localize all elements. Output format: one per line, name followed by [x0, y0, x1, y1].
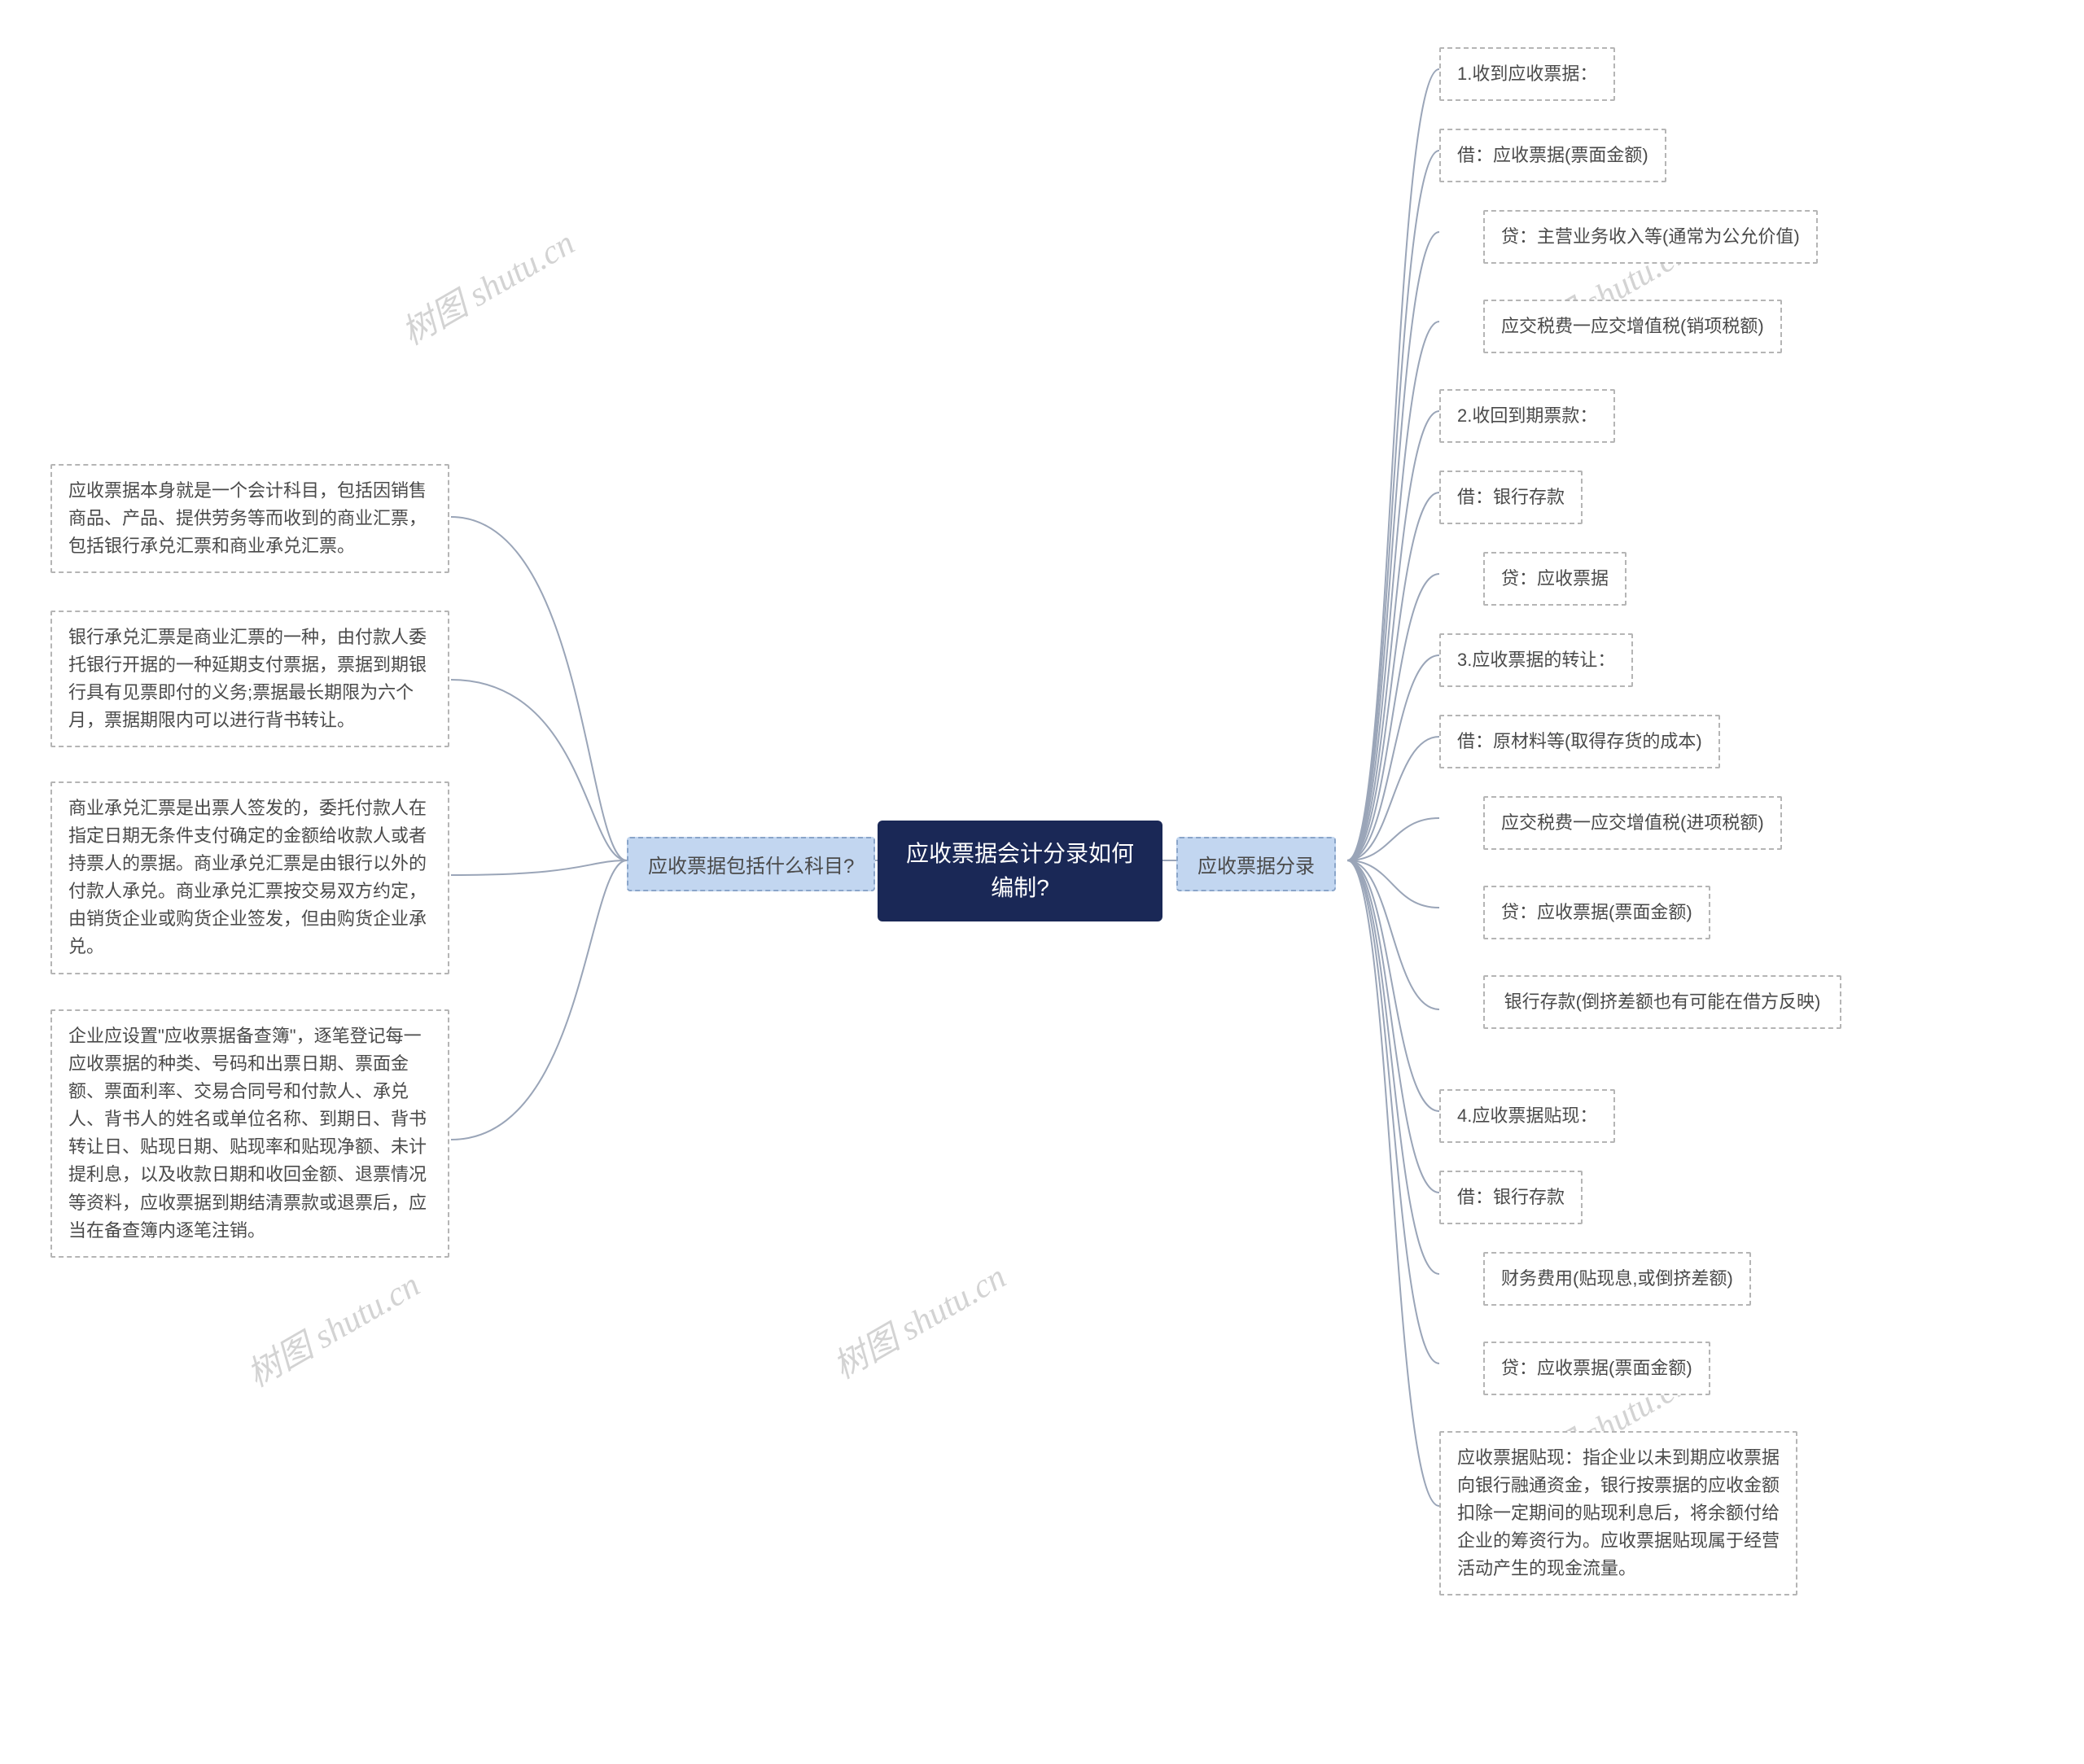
right-leaf[interactable]: 贷：应收票据(票面金额) — [1483, 886, 1710, 939]
leaf-text: 商业承兑汇票是出票人签发的，委托付款人在指定日期无条件支付确定的金额给收款人或者… — [68, 794, 431, 961]
left-leaf[interactable]: 银行承兑汇票是商业汇票的一种，由付款人委托银行开据的一种延期支付票据，票据到期银… — [50, 611, 449, 747]
leaf-text: 1.收到应收票据： — [1457, 60, 1597, 88]
right-leaf[interactable]: 应交税费一应交增值税(销项税额) — [1483, 300, 1782, 353]
right-leaf[interactable]: 财务费用(贴现息,或倒挤差额) — [1483, 1252, 1751, 1306]
leaf-text: 应收票据本身就是一个会计科目，包括因销售商品、产品、提供劳务等而收到的商业汇票，… — [68, 477, 431, 560]
leaf-text: 应交税费一应交增值税(销项税额) — [1501, 313, 1764, 340]
right-leaf[interactable]: 银行存款(倒挤差额也有可能在借方反映) — [1483, 975, 1841, 1029]
leaf-text: 借：原材料等(取得存货的成本) — [1457, 728, 1702, 755]
root-node[interactable]: 应收票据会计分录如何编制? — [878, 821, 1162, 921]
mindmap-canvas: 树图 shutu.cn 树图 shutu.cn 树图 shutu.cn 树图 s… — [0, 0, 2084, 1764]
leaf-text: 应交税费一应交增值税(进项税额) — [1501, 809, 1764, 837]
branch-right-label: 应收票据分录 — [1197, 850, 1315, 878]
leaf-text: 财务费用(贴现息,或倒挤差额) — [1501, 1265, 1733, 1293]
leaf-text: 借：银行存款 — [1457, 1184, 1565, 1211]
left-leaf[interactable]: 应收票据本身就是一个会计科目，包括因销售商品、产品、提供劳务等而收到的商业汇票，… — [50, 464, 449, 573]
leaf-text: 企业应设置"应收票据备查簿"，逐笔登记每一应收票据的种类、号码和出票日期、票面金… — [68, 1022, 431, 1245]
leaf-text: 4.应收票据贴现： — [1457, 1102, 1597, 1130]
leaf-text: 贷：应收票据 — [1501, 565, 1609, 593]
right-leaf[interactable]: 贷：应收票据(票面金额) — [1483, 1342, 1710, 1395]
right-leaf[interactable]: 4.应收票据贴现： — [1439, 1089, 1615, 1143]
leaf-text: 贷：应收票据(票面金额) — [1501, 899, 1692, 926]
right-leaf[interactable]: 2.收回到期票款： — [1439, 389, 1615, 443]
right-leaf[interactable]: 应交税费一应交增值税(进项税额) — [1483, 796, 1782, 850]
leaf-text: 银行存款(倒挤差额也有可能在借方反映) — [1504, 988, 1821, 1016]
leaf-text: 借：应收票据(票面金额) — [1457, 142, 1648, 169]
right-leaf[interactable]: 应收票据贴现：指企业以未到期应收票据向银行融通资金，银行按票据的应收金额扣除一定… — [1439, 1431, 1797, 1595]
leaf-text: 借：银行存款 — [1457, 484, 1565, 511]
leaf-text: 3.应收票据的转让： — [1457, 646, 1615, 674]
right-leaf[interactable]: 借：应收票据(票面金额) — [1439, 129, 1666, 182]
right-leaf[interactable]: 借：原材料等(取得存货的成本) — [1439, 715, 1720, 768]
right-leaf[interactable]: 贷：主营业务收入等(通常为公允价值) — [1483, 210, 1818, 264]
right-leaf[interactable]: 1.收到应收票据： — [1439, 47, 1615, 101]
right-leaf[interactable]: 借：银行存款 — [1439, 471, 1583, 524]
left-leaf[interactable]: 商业承兑汇票是出票人签发的，委托付款人在指定日期无条件支付确定的金额给收款人或者… — [50, 781, 449, 974]
left-leaf[interactable]: 企业应设置"应收票据备查簿"，逐笔登记每一应收票据的种类、号码和出票日期、票面金… — [50, 1009, 449, 1258]
root-label: 应收票据会计分录如何编制? — [900, 837, 1140, 905]
watermark: 树图 shutu.cn — [392, 216, 583, 355]
right-leaf[interactable]: 借：银行存款 — [1439, 1171, 1583, 1224]
leaf-text: 2.收回到期票款： — [1457, 402, 1597, 430]
leaf-text: 应收票据贴现：指企业以未到期应收票据向银行融通资金，银行按票据的应收金额扣除一定… — [1457, 1444, 1780, 1582]
right-leaf[interactable]: 贷：应收票据 — [1483, 552, 1626, 606]
leaf-text: 贷：主营业务收入等(通常为公允价值) — [1501, 223, 1800, 251]
watermark: 树图 shutu.cn — [823, 1250, 1014, 1389]
watermark: 树图 shutu.cn — [237, 1258, 428, 1397]
branch-left-label: 应收票据包括什么科目? — [648, 850, 854, 878]
branch-left[interactable]: 应收票据包括什么科目? — [627, 837, 875, 891]
right-leaf[interactable]: 3.应收票据的转让： — [1439, 633, 1633, 687]
branch-right[interactable]: 应收票据分录 — [1176, 837, 1336, 891]
leaf-text: 银行承兑汇票是商业汇票的一种，由付款人委托银行开据的一种延期支付票据，票据到期银… — [68, 624, 431, 734]
leaf-text: 贷：应收票据(票面金额) — [1501, 1355, 1692, 1382]
